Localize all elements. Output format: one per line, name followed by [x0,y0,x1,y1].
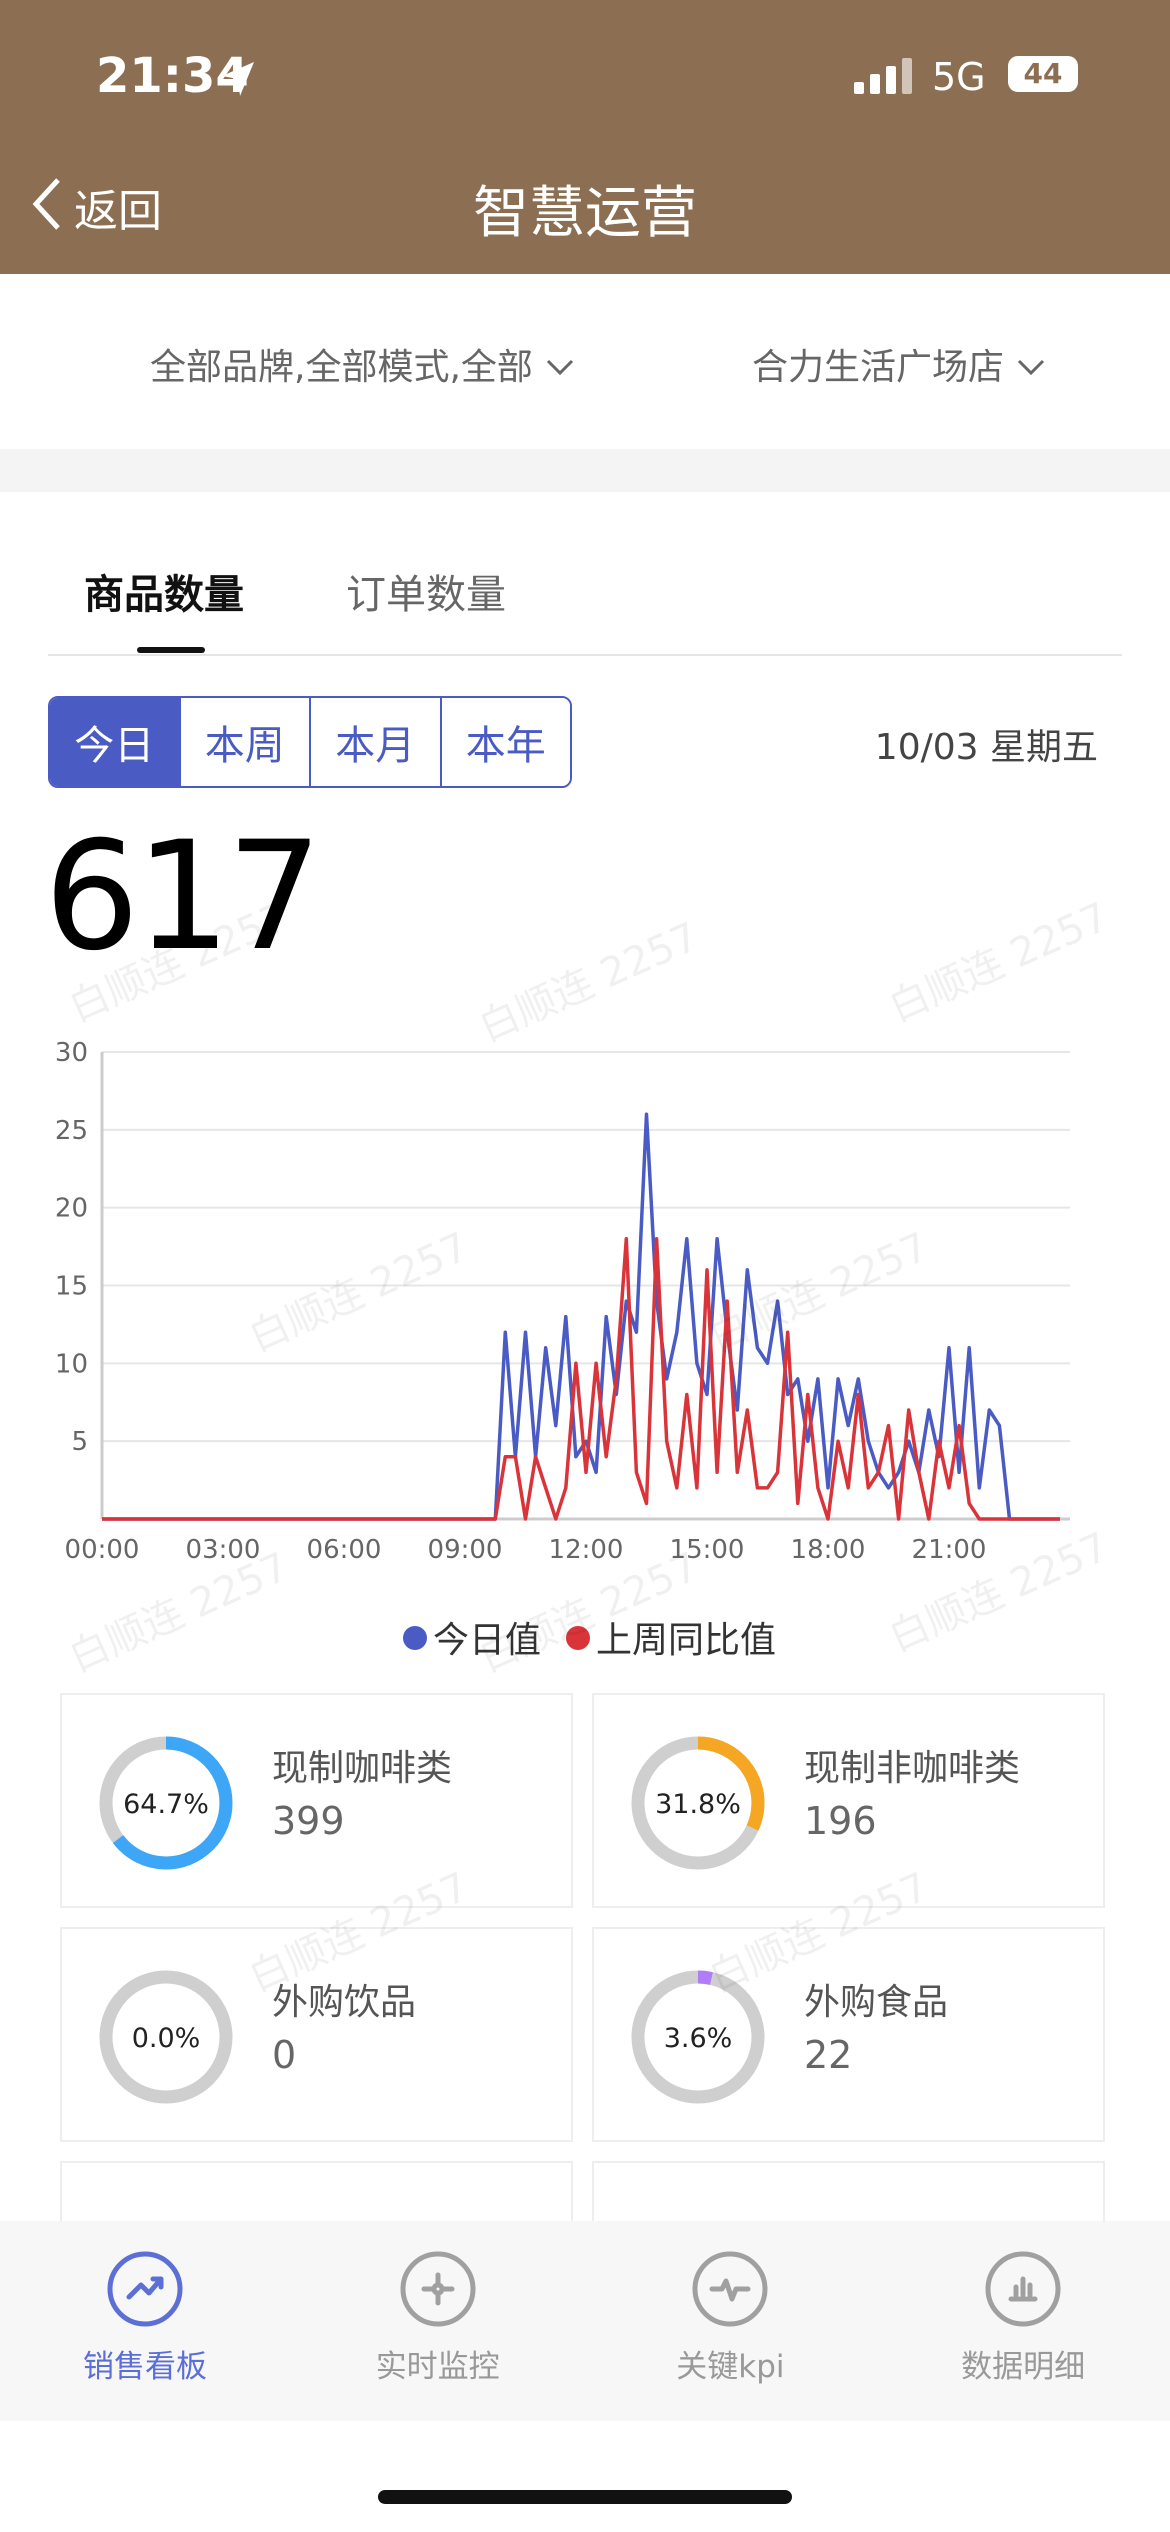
line-series [102,1237,1060,1521]
card-count: 399 [272,1799,345,1843]
donut-label: 0.0% [132,2023,201,2054]
donut-arc [99,1736,233,1870]
legend-label: 今日值 [433,1620,541,1661]
tab-bar: 销售看板 实时监控 关键kpi 数据明细 [0,2221,1170,2421]
chevron [547,359,574,376]
card-name: 外购饮品 [272,1982,417,2023]
battery: 44 [1008,56,1078,92]
donut: 0.0% [99,1970,233,2104]
card-count: 22 [804,2033,853,2077]
period-button[interactable]: 今日 [50,698,179,786]
donut: 64.7% [99,1736,233,1870]
category-card: 31.8% 现制非咖啡类 196 [592,1693,1105,1908]
tab[interactable]: 订单数量 [346,572,506,618]
icon-glyph [1008,2276,1038,2302]
tab[interactable]: 商品数量 [84,572,244,618]
x-tick-label: 06:00 [307,1535,382,1565]
card-count: 0 [272,2033,297,2077]
tab-label[interactable]: 实时监控 [375,2349,500,2385]
filter-text: 合力生活广场店 [752,347,1005,388]
category-card: 64.7% 现制咖啡类 399 [60,1693,573,1908]
category-card: 3.6% 外购食品 22 [592,1927,1105,2142]
donut-label: 31.8% [655,1789,741,1820]
brand-filter[interactable]: 全部品牌,全部模式,全部 [150,338,576,390]
date: 10/03 星期五 [874,727,1098,768]
donut: 3.6% [631,1970,765,2104]
y-tick-label: 25 [55,1116,88,1146]
tab-icon[interactable] [105,2249,185,2329]
icon-ring [107,2251,183,2327]
card-name: 外购食品 [804,1982,949,2023]
x-tick-label: 03:00 [186,1535,261,1565]
y-tick-label: 15 [55,1272,88,1302]
network: 5G [932,55,986,99]
x-tick-label: 09:00 [428,1535,503,1565]
chevron [1018,359,1045,376]
card-name: 现制非咖啡类 [804,1748,1021,1789]
period-selector: 今日 本周 本月 本年 [48,696,572,788]
nav-title: 智慧运营 [473,181,697,246]
icon-glyph [126,2276,164,2300]
tab-label[interactable]: 关键kpi [676,2349,785,2385]
legend-label: 上周同比值 [596,1620,776,1661]
tab-icon[interactable] [398,2249,478,2329]
back-button[interactable]: 返回 [74,186,162,237]
back-icon[interactable] [28,176,68,232]
y-tick-label: 30 [55,1038,88,1068]
icon-glyph [421,2272,455,2306]
legend-marker [566,1626,590,1650]
store-filter[interactable]: 合力生活广场店 [752,338,1047,390]
x-tick-label: 15:00 [670,1535,745,1565]
category-card: 0.0% 外购饮品 0 [60,1927,573,2142]
y-tick-label: 5 [71,1427,88,1457]
donut-track [99,1970,233,2104]
home-indicator [378,2490,792,2504]
icon-ring [400,2251,476,2327]
watermark: 白顺连 2257 [882,893,1116,1032]
tab-divider [48,654,1122,656]
chart: 5 10 15 20 25 30 00:00 03:00 06:00 09:00 12:00 15:0… [55,1038,1070,1661]
signal-icon [854,58,912,94]
period-button[interactable]: 本月 [309,698,440,786]
top-bar: 21:34 5G 44 返回 智慧运营 [0,0,1170,274]
divider-band [0,449,1170,492]
donut: 31.8% [631,1736,765,1870]
legend-marker [403,1626,427,1650]
total-value: 617 [44,810,322,984]
period-button[interactable]: 本年 [439,698,570,786]
tab-label[interactable]: 销售看板 [83,2349,207,2385]
icon-ring [985,2251,1061,2327]
y-tick-label: 20 [55,1194,88,1224]
donut-arc [631,1736,765,1870]
filter-text: 全部品牌,全部模式,全部 [150,347,533,388]
card-count: 196 [804,1799,877,1843]
y-tick-label: 10 [55,1349,88,1379]
card-name: 现制咖啡类 [272,1748,453,1789]
icon-glyph [709,2278,751,2302]
x-tick-label: 12:00 [549,1535,624,1565]
donut-label: 3.6% [664,2023,733,2054]
x-tick-label: 00:00 [65,1535,140,1565]
x-tick-label: 18:00 [791,1535,866,1565]
tab-icon[interactable] [690,2249,770,2329]
location-icon [222,62,254,96]
period-button[interactable]: 本周 [178,698,309,786]
tab-label[interactable]: 数据明细 [961,2349,1086,2385]
tab-icon[interactable] [983,2249,1063,2329]
donut-arc [631,1970,765,2104]
x-tick-label: 21:00 [912,1535,987,1565]
icon-ring [692,2251,768,2327]
tab-indicator [137,647,205,653]
donut-label: 64.7% [123,1789,209,1820]
